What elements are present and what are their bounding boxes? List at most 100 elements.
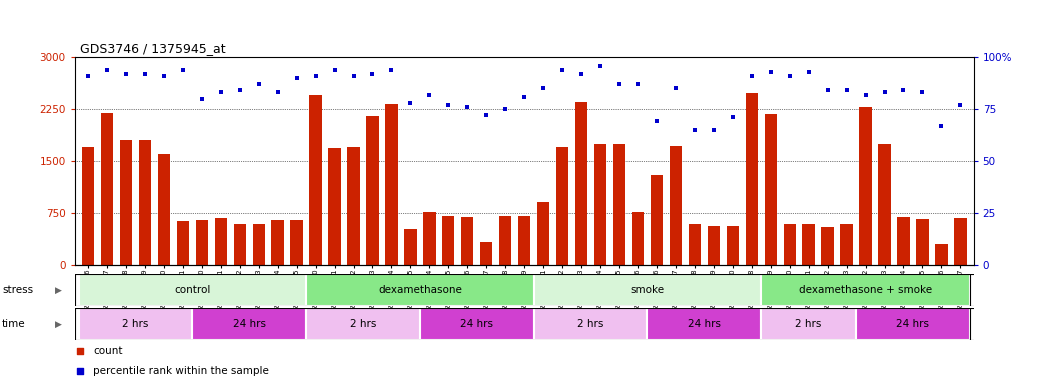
Bar <box>761 274 969 306</box>
Point <box>364 71 381 77</box>
Bar <box>802 224 815 265</box>
Text: 2 hrs: 2 hrs <box>795 319 822 329</box>
Bar <box>82 147 94 265</box>
Bar <box>765 114 776 265</box>
Bar <box>575 102 588 265</box>
Point <box>630 81 647 87</box>
Point <box>307 73 324 79</box>
Point <box>686 127 703 133</box>
Point <box>876 89 893 96</box>
Bar <box>481 242 492 265</box>
Bar <box>404 228 416 265</box>
Point <box>592 63 608 69</box>
Text: 2 hrs: 2 hrs <box>350 319 376 329</box>
Text: 24 hrs: 24 hrs <box>233 319 266 329</box>
Text: smoke: smoke <box>630 285 664 295</box>
Point <box>231 87 248 93</box>
Point <box>137 71 154 77</box>
Point <box>914 89 931 96</box>
Bar <box>420 308 534 340</box>
Point <box>667 85 684 91</box>
Text: 24 hrs: 24 hrs <box>897 319 929 329</box>
Point <box>174 66 191 73</box>
Bar <box>612 144 625 265</box>
Bar <box>537 202 549 265</box>
Point <box>933 122 950 129</box>
Bar <box>385 104 398 265</box>
Bar <box>119 140 132 265</box>
Point <box>383 66 400 73</box>
Point <box>346 73 362 79</box>
Text: ▶: ▶ <box>55 319 61 328</box>
Bar <box>518 216 530 265</box>
Text: count: count <box>92 346 122 356</box>
Bar <box>101 113 113 265</box>
Text: stress: stress <box>2 285 33 295</box>
Bar <box>348 147 360 265</box>
Bar <box>917 219 929 265</box>
Point <box>193 96 210 102</box>
Point <box>763 69 780 75</box>
Point <box>289 75 305 81</box>
Bar <box>309 95 322 265</box>
Bar <box>594 144 606 265</box>
Point <box>554 66 571 73</box>
Point <box>782 73 798 79</box>
Bar <box>215 218 227 265</box>
Bar <box>291 220 303 265</box>
Bar <box>442 216 455 265</box>
Point <box>952 102 968 108</box>
Bar <box>461 217 473 265</box>
Bar <box>745 93 758 265</box>
Bar <box>648 308 761 340</box>
Text: 2 hrs: 2 hrs <box>577 319 604 329</box>
Text: GDS3746 / 1375945_at: GDS3746 / 1375945_at <box>80 42 225 55</box>
Bar <box>306 274 534 306</box>
Bar <box>272 220 283 265</box>
Bar <box>856 308 969 340</box>
Text: time: time <box>2 319 26 329</box>
Bar <box>79 274 306 306</box>
Point <box>402 100 418 106</box>
Text: ▶: ▶ <box>55 286 61 295</box>
Point <box>421 91 438 98</box>
Point <box>459 104 475 110</box>
Bar <box>234 225 246 265</box>
Bar <box>708 226 720 265</box>
Point <box>573 71 590 77</box>
Text: percentile rank within the sample: percentile rank within the sample <box>92 366 269 376</box>
Point <box>72 367 88 374</box>
Point <box>516 94 532 100</box>
Bar <box>670 146 682 265</box>
Point <box>497 106 514 112</box>
Bar <box>841 224 853 265</box>
Point <box>269 89 285 96</box>
Bar <box>366 116 379 265</box>
Text: 24 hrs: 24 hrs <box>460 319 493 329</box>
Text: dexamethasone + smoke: dexamethasone + smoke <box>799 285 932 295</box>
Bar <box>556 147 568 265</box>
Bar <box>859 107 872 265</box>
Bar <box>139 140 152 265</box>
Bar <box>499 216 512 265</box>
Bar <box>328 149 340 265</box>
Point <box>80 73 97 79</box>
Point <box>800 69 817 75</box>
Point <box>72 348 88 354</box>
Point <box>156 73 172 79</box>
Point <box>895 87 911 93</box>
Bar <box>176 221 189 265</box>
Bar <box>688 225 701 265</box>
Bar <box>897 217 909 265</box>
Bar <box>158 154 170 265</box>
Text: 24 hrs: 24 hrs <box>688 319 720 329</box>
Bar <box>192 308 306 340</box>
Bar <box>784 225 796 265</box>
Point <box>477 112 494 118</box>
Text: 2 hrs: 2 hrs <box>122 319 148 329</box>
Bar <box>424 212 436 265</box>
Bar <box>534 308 648 340</box>
Bar <box>252 225 265 265</box>
Point <box>819 87 836 93</box>
Bar <box>935 244 948 265</box>
